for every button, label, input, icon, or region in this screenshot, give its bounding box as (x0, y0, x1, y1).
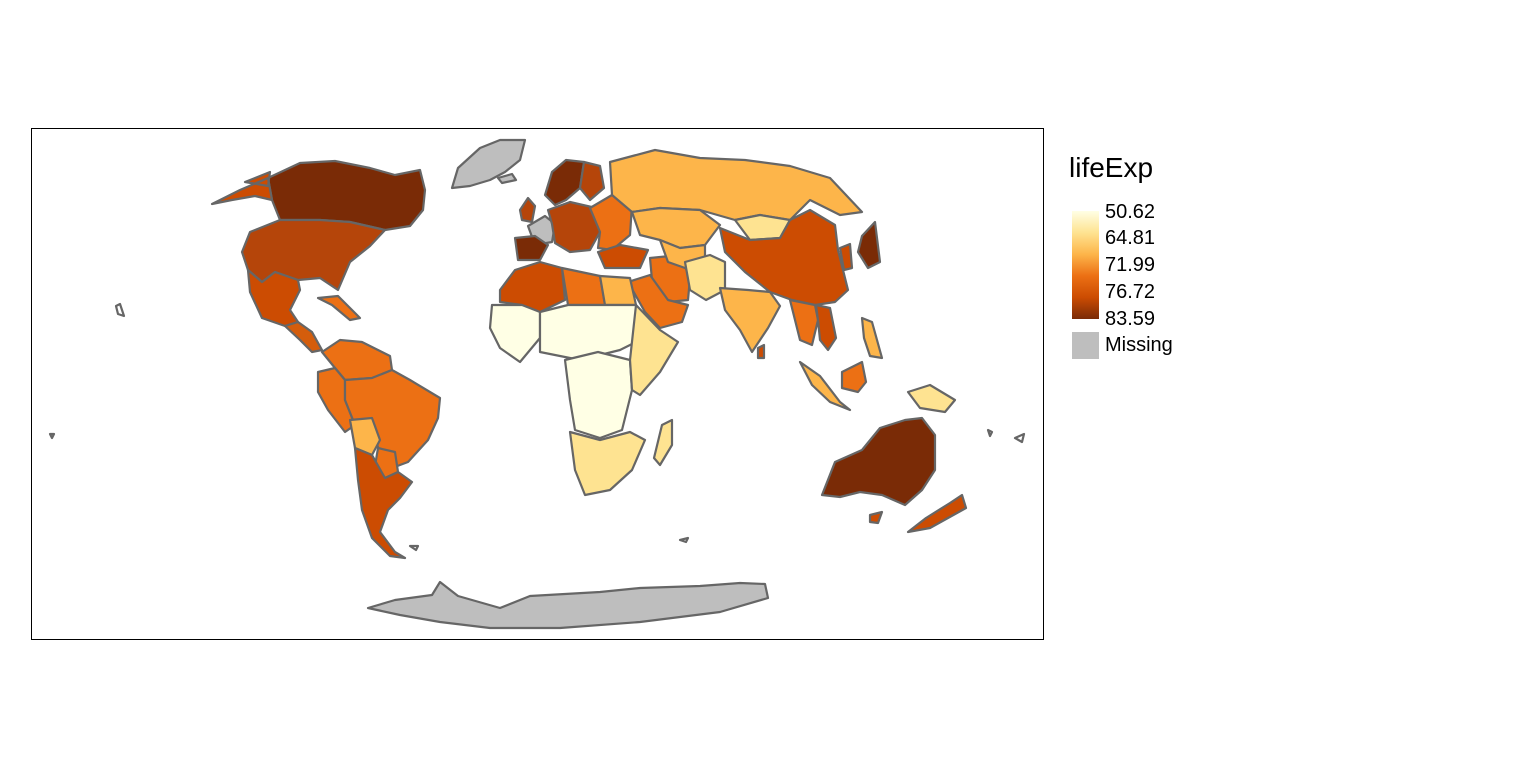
country-kazakhstan (630, 206, 722, 250)
legend-break-5: 83.59 (1105, 308, 1156, 330)
legend-missing-swatch (1072, 332, 1099, 359)
country-new-guinea (906, 383, 957, 414)
country-philippines (860, 316, 884, 360)
legend-break-2: 64.81 (1105, 227, 1156, 249)
country-greenland (450, 138, 527, 190)
country-sri-lanka (756, 343, 766, 360)
island-pacific (48, 432, 56, 440)
country-sahel (538, 303, 642, 362)
country-west-africa (488, 303, 542, 364)
legend-color-ramp (1072, 211, 1099, 319)
country-central-america (283, 320, 324, 354)
country-tasmania (868, 510, 884, 525)
legend-missing-label: Missing (1105, 334, 1173, 356)
country-alaska (210, 170, 274, 206)
legend-title: lifeExp (1069, 152, 1154, 183)
country-antarctica (366, 580, 770, 630)
country-turkey (596, 243, 650, 270)
country-australia (820, 416, 937, 507)
country-central-europe (546, 200, 602, 254)
country-arabia (626, 273, 690, 330)
country-east-africa (628, 303, 680, 397)
country-china (718, 208, 850, 307)
island-fiji (1013, 432, 1026, 444)
island-vanuatu (986, 428, 994, 438)
country-libya (560, 266, 607, 307)
country-madagascar (652, 418, 674, 467)
island-kerguelen (678, 536, 690, 544)
map-frame (31, 128, 1044, 640)
country-borneo (840, 360, 868, 394)
country-morocco-algeria (498, 260, 567, 314)
country-southeast-asia (788, 298, 820, 347)
legend-break-3: 71.99 (1105, 254, 1156, 276)
country-mexico (246, 268, 302, 328)
country-korea (838, 242, 854, 272)
country-vietnam (814, 303, 838, 352)
country-central-africa (563, 350, 634, 440)
country-layer (48, 138, 1026, 630)
country-iceland (496, 172, 518, 185)
country-united-kingdom (518, 196, 537, 224)
country-southern-africa (568, 430, 647, 497)
country-bolivia (348, 416, 382, 457)
country-scandinavia (543, 158, 586, 207)
country-finland (578, 160, 606, 202)
country-sumatra (798, 360, 852, 412)
country-afghanistan-pakistan (683, 253, 727, 302)
country-argentina-chile (353, 446, 414, 560)
legend-break-4: 76.72 (1105, 281, 1156, 303)
country-spain-portugal (513, 234, 550, 262)
country-new-zealand (906, 493, 968, 534)
country-egypt (598, 274, 638, 307)
island-hawaii (114, 302, 126, 318)
island-falklands (408, 544, 420, 552)
country-caribbean (316, 294, 362, 322)
country-india (718, 286, 782, 354)
country-japan (856, 220, 882, 270)
legend-break-1: 50.62 (1105, 201, 1156, 223)
